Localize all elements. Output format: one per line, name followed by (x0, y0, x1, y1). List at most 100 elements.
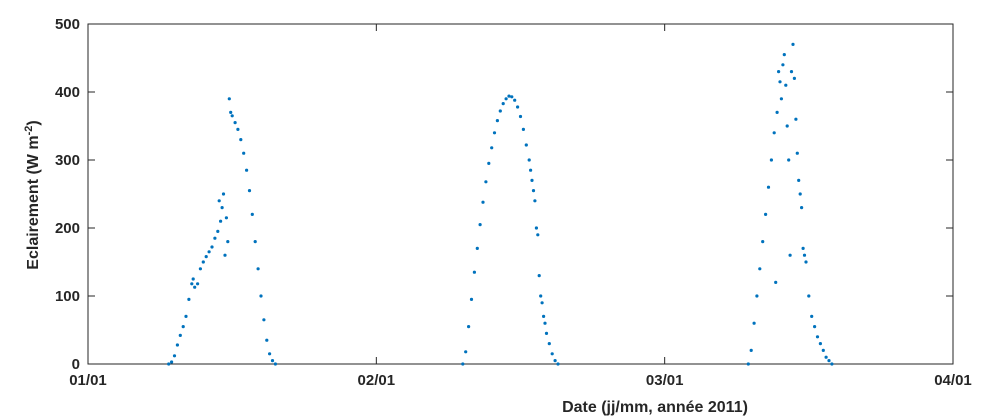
data-point (531, 189, 536, 193)
data-point (236, 127, 240, 131)
y-axis-label-main: Eclairement (W m (25, 135, 42, 269)
data-point (273, 362, 277, 366)
data-point (529, 168, 533, 172)
data-point (544, 331, 549, 335)
y-axis-label: Eclairement (W m-2) (23, 120, 42, 269)
data-point (797, 178, 801, 182)
data-point (536, 233, 540, 237)
data-point (775, 110, 779, 114)
data-point (175, 343, 179, 347)
data-point (221, 192, 226, 196)
data-point (781, 63, 785, 67)
data-point (818, 342, 823, 346)
x-axis-label: Date (jj/mm, année 2011) (562, 399, 748, 416)
data-point (792, 76, 797, 80)
data-point (475, 246, 479, 250)
data-point (761, 240, 765, 244)
data-point (227, 97, 231, 101)
y-tick-label: 0 (72, 356, 80, 373)
data-point (518, 114, 523, 119)
data-point (487, 161, 491, 165)
data-point (245, 168, 249, 172)
x-tick-label: 03/01 (646, 372, 684, 389)
data-point (510, 95, 514, 99)
data-point (178, 333, 182, 337)
data-point (265, 338, 269, 342)
y-tick-label: 200 (55, 220, 80, 237)
data-point (789, 70, 794, 74)
data-point (752, 321, 756, 325)
data-point (787, 158, 791, 162)
x-tick-label: 04/01 (934, 372, 972, 389)
data-point (229, 110, 233, 114)
data-point (542, 314, 546, 318)
data-point (821, 348, 825, 352)
data-point (226, 240, 230, 244)
data-point (223, 253, 227, 257)
data-point (256, 267, 260, 271)
data-point (220, 206, 224, 210)
data-point (201, 260, 205, 264)
data-point (213, 236, 217, 240)
data-point (794, 117, 798, 121)
data-point (746, 362, 750, 366)
data-point (521, 127, 526, 131)
data-point (196, 282, 200, 286)
data-point (540, 301, 544, 305)
data-point (490, 146, 494, 150)
data-point (802, 253, 807, 257)
y-tick-label: 500 (55, 16, 80, 33)
data-point (553, 359, 557, 363)
data-point (504, 97, 508, 101)
data-point (801, 246, 805, 250)
data-point (219, 219, 223, 223)
data-point (556, 362, 560, 366)
data-point (534, 226, 539, 230)
data-point (813, 325, 817, 329)
data-point (250, 212, 254, 216)
data-point (758, 267, 762, 271)
data-point (791, 42, 795, 47)
data-point (193, 285, 197, 289)
data-point (210, 245, 214, 249)
data-point (798, 192, 802, 196)
data-point (469, 297, 474, 301)
data-point (481, 200, 485, 204)
data-point (217, 199, 221, 203)
data-point (498, 109, 502, 113)
data-point (507, 94, 511, 98)
y-tick-label: 100 (55, 288, 80, 305)
data-point (187, 297, 191, 301)
data-point (550, 352, 554, 356)
data-point (827, 359, 831, 363)
data-point (172, 354, 177, 358)
data-point (467, 325, 471, 329)
data-point (533, 199, 537, 203)
data-point (181, 325, 185, 329)
y-axis-label-sup: -2 (23, 126, 35, 136)
data-point (207, 250, 211, 254)
data-point (516, 105, 520, 109)
data-point (524, 143, 528, 147)
data-point (170, 360, 174, 364)
data-point (537, 274, 541, 278)
data-point (492, 131, 497, 135)
data-point (239, 138, 243, 142)
data-point (774, 280, 778, 284)
data-point (778, 80, 782, 84)
tick-labels: 0 100 200 300 400 500 01/01 02/01 03/01 04/01 (55, 16, 972, 389)
data-point (810, 314, 814, 318)
data-point (472, 270, 476, 274)
axes (87, 23, 954, 365)
data-point (501, 102, 505, 106)
data-point (461, 362, 465, 366)
data-point (539, 294, 543, 298)
data-point (800, 206, 804, 210)
data-point (543, 321, 547, 325)
x-tick-label: 01/01 (69, 372, 107, 389)
data-point (807, 294, 811, 298)
data-point (772, 131, 776, 135)
data-point (527, 158, 531, 162)
data-point (184, 314, 188, 318)
